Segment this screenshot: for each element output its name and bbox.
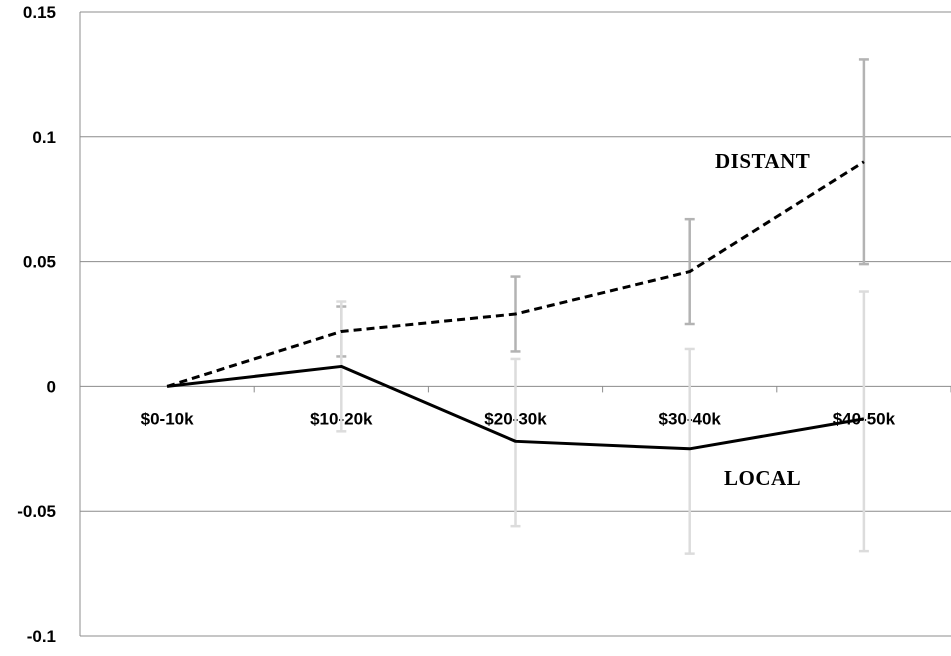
- error-bars: [336, 58, 869, 555]
- series-line-local: [166, 364, 865, 451]
- y-tick-label: 0.15: [23, 3, 56, 22]
- y-tick-label: -0.05: [17, 502, 56, 521]
- y-tick-label: 0.1: [32, 128, 56, 147]
- y-tick-label: 0.05: [23, 253, 56, 272]
- y-tick-label: 0: [47, 377, 56, 396]
- series-lines: [166, 160, 865, 451]
- series-label-distant: DISTANT: [715, 149, 810, 173]
- series-label-local: LOCAL: [724, 466, 801, 490]
- series-line-distant: [166, 160, 865, 388]
- x-tick-label: $0-10k: [141, 409, 194, 428]
- labels: DISTANT LOCAL: [715, 149, 810, 490]
- y-tick-label: -0.1: [27, 627, 56, 646]
- axes: 0.150.10.050-0.05-0.1$0-10k$10-20k$20-30…: [17, 3, 951, 646]
